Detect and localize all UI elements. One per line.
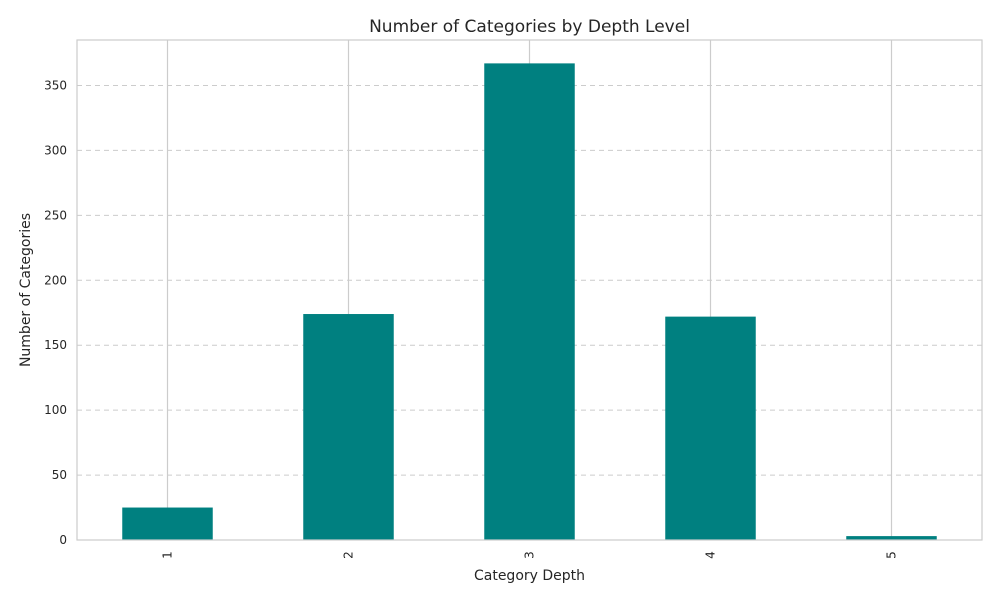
- y-tick-label: 100: [44, 403, 67, 417]
- x-tick-label: 4: [704, 551, 718, 559]
- bar: [846, 536, 937, 540]
- x-tick-label: 3: [523, 551, 537, 559]
- x-tick-label: 1: [161, 551, 175, 559]
- bar: [665, 316, 756, 540]
- x-tick-label: 2: [342, 551, 356, 559]
- y-tick-label: 350: [44, 78, 67, 92]
- x-axis-label: Category Depth: [474, 568, 585, 584]
- plot-frame: [76, 39, 983, 541]
- y-tick-label: 300: [44, 143, 67, 157]
- bar: [122, 507, 213, 540]
- bars: [122, 63, 937, 541]
- bar: [484, 63, 575, 541]
- y-tick-label: 200: [44, 273, 67, 287]
- tick-labels: 0 50 100 150 200 250 300 350 1 2 3 4 5: [44, 78, 898, 558]
- bar: [303, 314, 394, 540]
- chart-title: Number of Categories by Depth Level: [369, 17, 690, 37]
- y-tick-label: 0: [59, 533, 67, 547]
- y-axis-label: Number of Categories: [18, 213, 34, 367]
- y-tick-label: 50: [52, 468, 67, 482]
- x-tick-label: 5: [885, 551, 899, 559]
- y-tick-label: 250: [44, 208, 67, 222]
- y-tick-label: 150: [44, 338, 67, 352]
